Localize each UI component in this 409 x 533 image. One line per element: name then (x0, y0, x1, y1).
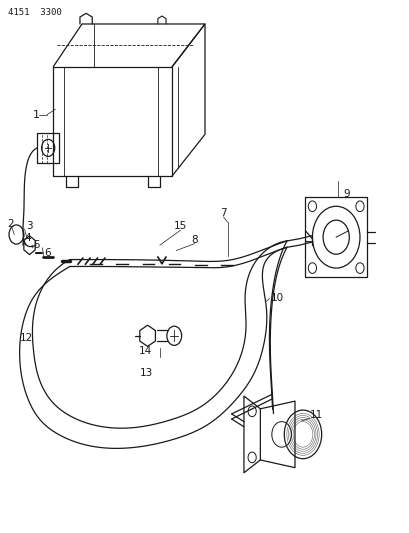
Text: 14: 14 (139, 346, 152, 357)
Text: 2: 2 (7, 219, 13, 229)
Text: 10: 10 (270, 293, 283, 303)
Text: 5: 5 (34, 240, 40, 250)
Text: 6: 6 (44, 248, 51, 258)
Text: 7: 7 (220, 208, 226, 218)
Text: 1: 1 (33, 110, 40, 119)
Text: 3: 3 (27, 221, 33, 231)
Text: 15: 15 (173, 221, 187, 231)
Text: 8: 8 (191, 235, 198, 245)
Text: 13: 13 (139, 368, 152, 378)
Text: 4: 4 (25, 233, 31, 243)
Text: 4151  3300: 4151 3300 (8, 8, 62, 17)
Text: 9: 9 (342, 189, 349, 199)
Text: 11: 11 (309, 410, 322, 421)
Text: 12: 12 (20, 333, 33, 343)
